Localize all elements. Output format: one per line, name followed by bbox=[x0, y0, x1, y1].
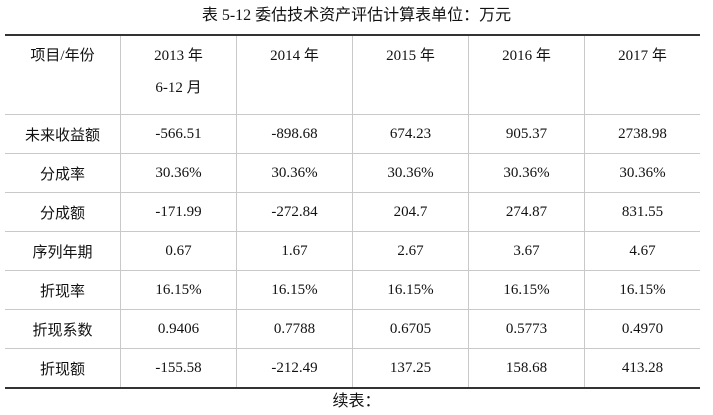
row-label: 未来收益额 bbox=[5, 114, 121, 154]
cell: -566.51 bbox=[120, 114, 237, 154]
header-row: 项目/年份 2013 年 6-12 月 2014 年 2015 年 2016 年 2017 … bbox=[5, 34, 700, 115]
cell: -212.49 bbox=[236, 348, 353, 389]
footer: 续表： bbox=[332, 393, 381, 410]
cell: -155.58 bbox=[120, 348, 237, 389]
cell: 30.36% bbox=[236, 153, 353, 193]
cell: 674.23 bbox=[352, 114, 469, 154]
header-cell: 2017 年 bbox=[584, 34, 700, 115]
cell: 16.15% bbox=[584, 270, 700, 310]
header-text: 2014 年 bbox=[270, 48, 319, 64]
cell: 413.28 bbox=[584, 348, 700, 389]
table-row: 分成率 30.36% 30.36% 30.36% 30.36% 30.36% bbox=[5, 153, 700, 193]
cell: 2.67 bbox=[352, 231, 469, 271]
cell: 0.9406 bbox=[120, 309, 237, 349]
cell: 0.6705 bbox=[352, 309, 469, 349]
cell: 0.4970 bbox=[584, 309, 700, 349]
table-row: 折现系数 0.9406 0.7788 0.6705 0.5773 0.4970 bbox=[5, 309, 700, 349]
cell: 0.5773 bbox=[468, 309, 585, 349]
header-text: 2017 年 bbox=[618, 48, 667, 64]
header-cell: 项目/年份 bbox=[5, 34, 121, 115]
header-text: 2013 年 bbox=[154, 48, 203, 64]
header-text: 2015 年 bbox=[386, 48, 435, 64]
table: 项目/年份 2013 年 6-12 月 2014 年 2015 年 2016 年 2017 … bbox=[5, 34, 700, 389]
table-body: 未来收益额 -566.51 -898.68 674.23 905.37 2738.98 分成… bbox=[5, 114, 700, 389]
cell: 137.25 bbox=[352, 348, 469, 389]
cell: 1.67 bbox=[236, 231, 353, 271]
cell: 274.87 bbox=[468, 192, 585, 232]
cell: -171.99 bbox=[120, 192, 237, 232]
header-text: 2016 年 bbox=[502, 48, 551, 64]
cell: 4.67 bbox=[584, 231, 700, 271]
cell: 30.36% bbox=[120, 153, 237, 193]
header-cell: 2014 年 bbox=[236, 34, 353, 115]
row-label: 分成额 bbox=[5, 192, 121, 232]
cell: 2738.98 bbox=[584, 114, 700, 154]
cell: 831.55 bbox=[584, 192, 700, 232]
row-label: 序列年期 bbox=[5, 231, 121, 271]
cell: 30.36% bbox=[352, 153, 469, 193]
header-cell: 2016 年 bbox=[468, 34, 585, 115]
cell: 16.15% bbox=[468, 270, 585, 310]
cell: 905.37 bbox=[468, 114, 585, 154]
cell: 30.36% bbox=[584, 153, 700, 193]
table-header: 项目/年份 2013 年 6-12 月 2014 年 2015 年 2016 年 2017 … bbox=[5, 34, 700, 115]
cell: 0.67 bbox=[120, 231, 237, 271]
cell: -272.84 bbox=[236, 192, 353, 232]
table-row: 序列年期 0.67 1.67 2.67 3.67 4.67 bbox=[5, 231, 700, 271]
row-label: 分成率 bbox=[5, 153, 121, 193]
cell: 16.15% bbox=[120, 270, 237, 310]
table-row: 未来收益额 -566.51 -898.68 674.23 905.37 2738.98 bbox=[5, 114, 700, 154]
cell: 0.7788 bbox=[236, 309, 353, 349]
table-row: 分成额 -171.99 -272.84 204.7 274.87 831.55 bbox=[5, 192, 700, 232]
cell: 30.36% bbox=[468, 153, 585, 193]
row-label: 折现额 bbox=[5, 348, 121, 389]
table-row: 折现额 -155.58 -212.49 137.25 158.68 413.28 bbox=[5, 348, 700, 389]
cell: 204.7 bbox=[352, 192, 469, 232]
cell: 16.15% bbox=[352, 270, 469, 310]
row-label: 折现率 bbox=[5, 270, 121, 310]
row-label: 折现系数 bbox=[5, 309, 121, 349]
header-cell: 2015 年 bbox=[352, 34, 469, 115]
table-title: 表 5-12 委估技术资产评估计算表单位：万元 bbox=[201, 7, 512, 24]
header-text: 6-12 月 bbox=[155, 80, 202, 96]
header-cell: 2013 年 6-12 月 bbox=[120, 34, 237, 115]
table-row: 折现率 16.15% 16.15% 16.15% 16.15% 16.15% bbox=[5, 270, 700, 310]
cell: -898.68 bbox=[236, 114, 353, 154]
cell: 3.67 bbox=[468, 231, 585, 271]
cell: 158.68 bbox=[468, 348, 585, 389]
header-text: 项目/年份 bbox=[30, 48, 95, 64]
cell: 16.15% bbox=[236, 270, 353, 310]
